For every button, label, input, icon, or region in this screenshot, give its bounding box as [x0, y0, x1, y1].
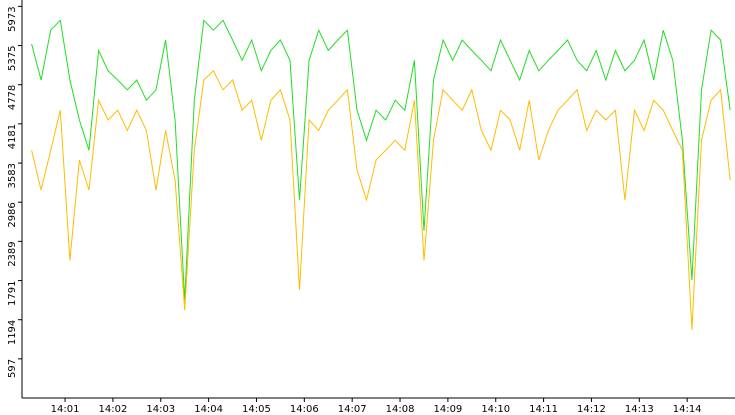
y-tick-label: 1194: [7, 320, 18, 345]
x-tick-label: 14:06: [290, 404, 319, 415]
y-tick-label: 2986: [7, 202, 18, 227]
x-tick-label: 14:03: [146, 404, 175, 415]
y-tick-label: 5973: [7, 6, 18, 31]
y-tick-label: 597: [7, 359, 18, 378]
series-line: [31, 19, 731, 301]
y-tick-label: 1791: [7, 281, 18, 306]
x-tick-label: 14:13: [625, 404, 654, 415]
y-tick-label: 2389: [7, 241, 18, 266]
series-line: [31, 69, 731, 330]
x-tick-label: 14:01: [51, 404, 80, 415]
y-tick-label: 5375: [7, 46, 18, 71]
x-tick-label: 14:02: [99, 404, 128, 415]
x-tick-label: 14:07: [338, 404, 367, 415]
x-tick-label: 14:05: [242, 404, 271, 415]
y-tick-label: 3583: [7, 163, 18, 188]
y-tick-label: 4778: [7, 85, 18, 110]
x-tick-label: 14:12: [577, 404, 606, 415]
x-tick-label: 14:14: [673, 404, 702, 415]
y-tick-label: 4181: [7, 124, 18, 149]
x-tick-label: 14:11: [529, 404, 558, 415]
x-tick-label: 14:04: [194, 404, 223, 415]
x-tick-label: 14:08: [386, 404, 415, 415]
x-tick-label: 14:09: [433, 404, 462, 415]
x-tick-label: 14:10: [481, 404, 510, 415]
